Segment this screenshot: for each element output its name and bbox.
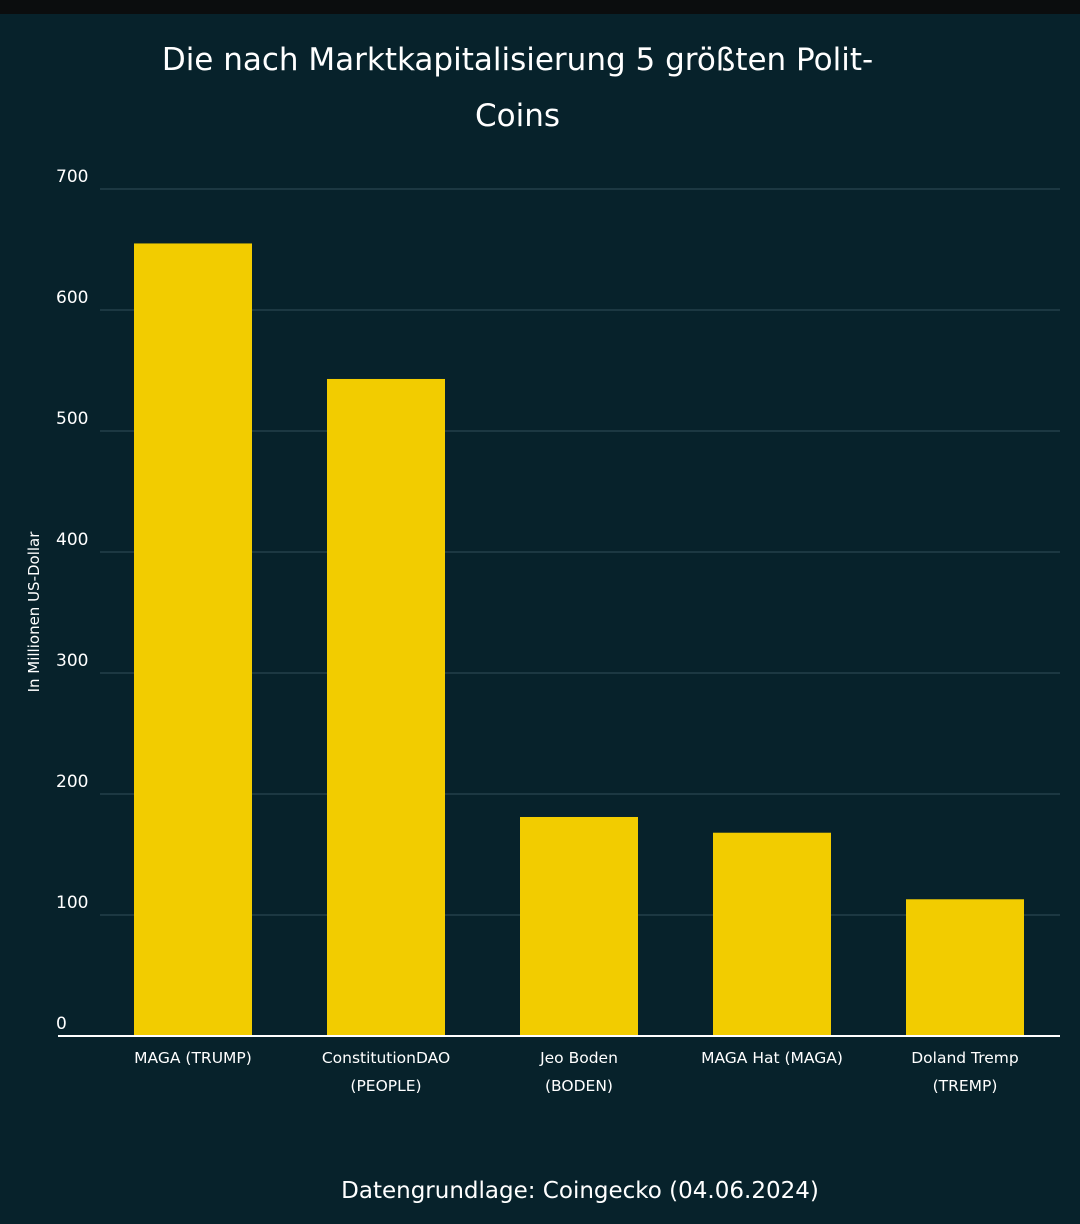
x-tick-label: (PEOPLE) bbox=[350, 1077, 421, 1095]
y-axis-ticks: 0 100 200 300 400 500 600 700 bbox=[56, 167, 88, 1034]
x-tick-label: Jeo Boden bbox=[539, 1049, 618, 1067]
y-tick-label: 100 bbox=[56, 893, 88, 913]
y-tick-label: 300 bbox=[56, 651, 88, 671]
x-tick-label: MAGA (TRUMP) bbox=[134, 1049, 252, 1067]
x-tick-label: ConstitutionDAO bbox=[322, 1049, 450, 1067]
x-axis-labels: MAGA (TRUMP) ConstitutionDAO (PEOPLE) Jeo B… bbox=[134, 1049, 1019, 1095]
data-source-note: Datengrundlage: Coingecko (04.06.2024) bbox=[341, 1178, 819, 1204]
chart-title-line-1: Die nach Marktkapitalisierung 5 größten … bbox=[161, 42, 874, 78]
x-tick-label: (BODEN) bbox=[545, 1077, 613, 1095]
x-tick-label: (TREMP) bbox=[933, 1077, 998, 1095]
y-axis-label: In Millionen US-Dollar bbox=[25, 531, 43, 693]
y-tick-label: 400 bbox=[56, 530, 88, 550]
y-tick-label: 500 bbox=[56, 409, 88, 429]
chart-frame: Die nach Marktkapitalisierung 5 größten … bbox=[0, 14, 1080, 1224]
bar bbox=[906, 899, 1024, 1036]
bar bbox=[520, 816, 638, 1036]
bar bbox=[134, 243, 252, 1036]
gridlines bbox=[100, 188, 1060, 916]
bars bbox=[134, 243, 1024, 1037]
y-tick-label: 200 bbox=[56, 772, 88, 792]
x-tick-label: MAGA Hat (MAGA) bbox=[701, 1049, 843, 1067]
y-tick-label: 700 bbox=[56, 167, 88, 187]
y-tick-label: 600 bbox=[56, 288, 88, 308]
y-tick-label: 0 bbox=[56, 1014, 67, 1034]
bar bbox=[713, 832, 831, 1036]
bar-chart: 0 100 200 300 400 500 600 700 MAGA (TRUMP) Const… bbox=[25, 167, 1060, 1095]
chart-title: Die nach Marktkapitalisierung 5 größten … bbox=[60, 32, 975, 144]
bar bbox=[327, 378, 445, 1037]
chart-title-line-2: Coins bbox=[474, 98, 561, 134]
x-tick-label: Doland Tremp bbox=[911, 1049, 1019, 1067]
